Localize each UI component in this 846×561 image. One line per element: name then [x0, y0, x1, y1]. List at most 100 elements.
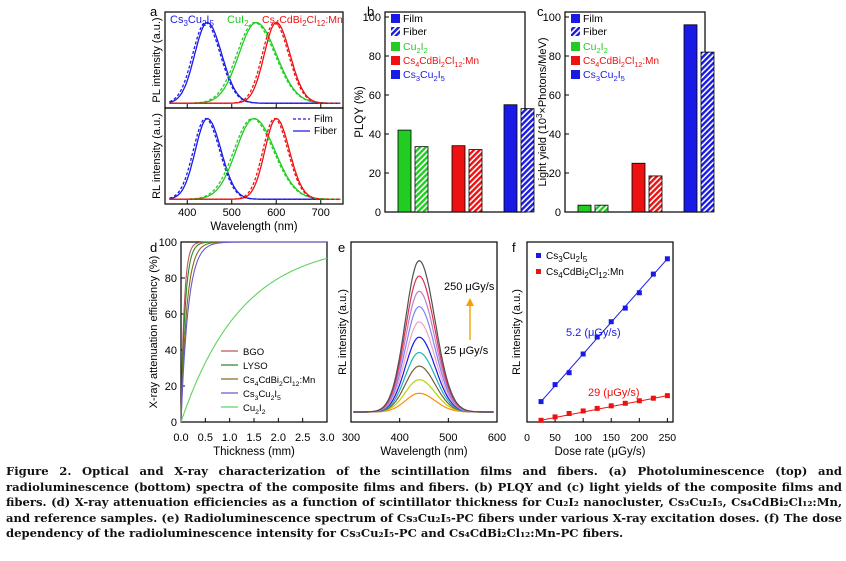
x-tick-label: 600 [488, 432, 506, 444]
pl-fiber-curve [169, 21, 341, 104]
y-tick-label: 80 [165, 273, 177, 285]
rl-dose-curve [353, 392, 494, 413]
y-tick-label: 40 [165, 345, 177, 357]
x-tick-label: 0.5 [198, 432, 213, 444]
panel-f-ylabel: RL intensity (a.u.) [511, 289, 523, 375]
bar-film [397, 129, 412, 213]
rl-dose-curve [353, 365, 494, 413]
bar-fiber [468, 149, 483, 213]
data-point [650, 395, 656, 401]
legend-cu2i2-label: Cu2I2 [583, 41, 608, 55]
bar-fiber [648, 175, 663, 213]
legend-label-cs4cdbi2cl12: Cs4CdBi2Cl12:Mn [546, 267, 624, 280]
legend-marker-cs4cdbi2cl12 [536, 269, 541, 274]
x-tick-label: 2.0 [271, 432, 286, 444]
legend-cu2i2-swatch [391, 42, 400, 51]
panel-letter-b: b [367, 4, 374, 19]
dose-label-high: 250 μGy/s [444, 281, 495, 293]
x-tick-label: 200 [631, 432, 649, 444]
data-point [636, 398, 642, 404]
data-point [608, 319, 614, 325]
data-point [594, 334, 600, 340]
x-tick-label: 50 [549, 432, 561, 444]
pl-fiber-curve [169, 21, 341, 104]
x-tick-label: 1.0 [222, 432, 237, 444]
bar-film [631, 162, 646, 213]
data-point [664, 393, 670, 399]
x-tick-label: 500 [439, 432, 457, 444]
rl-dose-curve [353, 260, 494, 413]
caption-text: Figure 2. Optical and X-ray characteriza… [6, 464, 842, 541]
data-point [622, 305, 628, 311]
legend-film-swatch [571, 14, 580, 23]
x-tick-label: 3.0 [319, 432, 334, 444]
panel-b-ylabel: PLQY (%) [354, 86, 366, 138]
legend-cu2i2-swatch [571, 42, 580, 51]
panel-letter-a: a [150, 4, 158, 19]
panel-c-ylabel: Light yield (103×Photons/MeV) [535, 37, 549, 186]
x-tick-label: 1.5 [246, 432, 261, 444]
panel-f-legend: Cs3Cu2I5 Cs4CdBi2Cl12:Mn [536, 251, 624, 280]
bar-film [683, 24, 698, 213]
rl-dose-curve [353, 379, 494, 413]
data-point [664, 256, 670, 262]
data-point [608, 403, 614, 409]
y-tick-label: 0 [171, 417, 177, 429]
slope-label-cs3cu2i5: 5.2 (μGy/s) [566, 327, 621, 339]
rl-film-curve [169, 117, 341, 200]
y-tick-label: 40 [369, 129, 381, 141]
panel-c: c Light yield (103×Photons/MeV) 0 20 40 60 8… [535, 4, 715, 219]
data-point [552, 414, 558, 420]
legend-cs3cu2i5-swatch [391, 70, 400, 79]
legend-cs4cdbi2cl12-swatch [391, 56, 400, 65]
y-tick-label: 20 [369, 168, 381, 180]
panel-a-legend: Film Fiber [293, 114, 337, 137]
panel-a-top-ylabel: PL intensity (a.u.) [151, 17, 163, 102]
legend-fiber-label: Fiber [403, 26, 427, 38]
legend-film-label: Film [403, 13, 423, 25]
panel-f: f RL intensity (a.u.) Dose rate (μGy/s) … [511, 240, 676, 458]
x-tick-label: 150 [602, 432, 620, 444]
y-tick-label: 80 [549, 51, 561, 63]
rl-dose-curve [353, 305, 494, 413]
pl-fiber-curve [169, 21, 341, 104]
rl-dose-curve [353, 321, 494, 413]
attenuation-curve-4 [180, 257, 328, 423]
rl-dose-curve [353, 351, 494, 413]
y-tick-label: 60 [165, 309, 177, 321]
panel-f-xlabel: Dose rate (μGy/s) [555, 446, 646, 458]
slope-label-cs4cdbi2cl12: 29 (μGy/s) [588, 387, 640, 399]
legend-label: BGO [243, 347, 264, 358]
panel-d: d X-ray attenuation efficiency (%) Thick… [148, 237, 335, 458]
legend-cs3cu2i5-label: Cs3Cu2I5 [583, 69, 625, 83]
legend-fiber-swatch [571, 27, 580, 36]
figure-canvas: a PL intensity (a.u.) RL intensity (a.u.… [148, 4, 715, 458]
rl-film-curve [169, 117, 341, 200]
fit-line [540, 258, 668, 402]
data-point [580, 408, 586, 414]
panel-letter-c: c [537, 4, 544, 19]
label-cui2: CuI2 [227, 14, 249, 28]
legend-film-label: Film [314, 114, 333, 125]
panel-e-ylabel: RL intensity (a.u.) [337, 289, 349, 375]
panel-e-xlabel: Wavelength (nm) [380, 446, 467, 458]
data-point [566, 370, 572, 376]
data-point [566, 411, 572, 416]
data-point [622, 400, 628, 406]
y-tick-label: 20 [165, 381, 177, 393]
panel-e-frame [350, 241, 498, 423]
legend-label: Cu2I2 [243, 403, 266, 416]
y-tick-label: 20 [549, 168, 561, 180]
legend-cs4cdbi2cl12-label: Cs4CdBi2Cl12:Mn [403, 56, 479, 69]
legend-cs3cu2i5-label: Cs3Cu2I5 [403, 69, 445, 83]
legend-cu2i2-label: Cu2I2 [403, 41, 428, 55]
panel-letter-d: d [150, 240, 157, 255]
x-tick-label: 250 [659, 432, 677, 444]
attenuation-curve-3 [180, 241, 327, 423]
y-tick-label: 100 [363, 12, 381, 24]
bar-film [451, 145, 466, 213]
legend-label: Cs3Cu2I5 [243, 389, 281, 402]
figure-caption: Figure 2. Optical and X-ray characteriza… [6, 464, 842, 542]
